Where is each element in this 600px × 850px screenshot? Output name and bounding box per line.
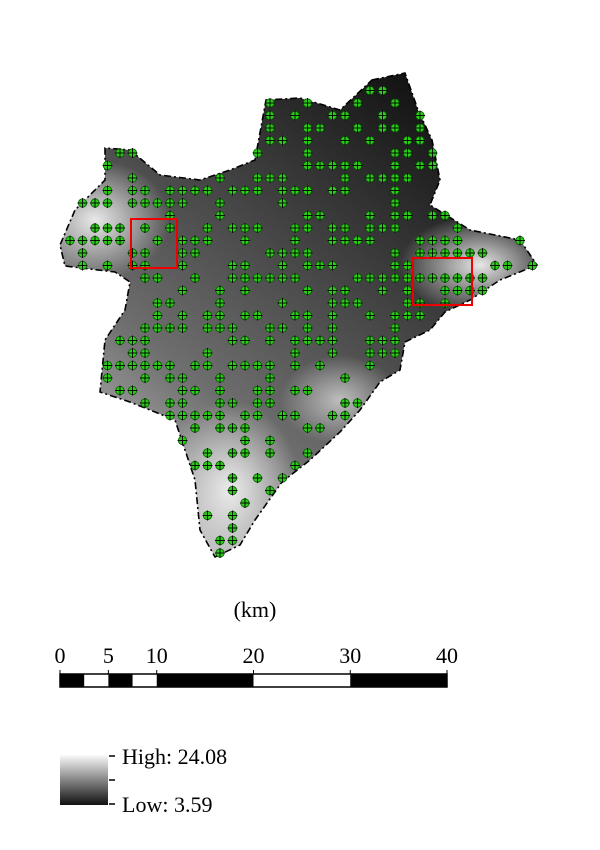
scale-label: 0 [55, 643, 66, 668]
unit-label: (km) [234, 597, 277, 622]
legend-low: Low: 3.59 [122, 792, 212, 817]
scale-label: 5 [103, 643, 114, 668]
scale-segment [350, 674, 447, 687]
scale-segment [60, 674, 85, 687]
boundary [59, 72, 539, 559]
scale-label: 30 [339, 643, 361, 668]
scale-label: 10 [146, 643, 168, 668]
sample-points [65, 85, 538, 558]
highlight-box [130, 218, 178, 269]
scale-segment [156, 674, 254, 687]
scale-label: 40 [436, 643, 458, 668]
legend-ramp [60, 755, 108, 805]
scale-bar: 0 5 10 20 30 40 [55, 643, 458, 688]
raster [60, 73, 537, 557]
scale-label: 20 [243, 643, 265, 668]
scale-segment [108, 674, 133, 687]
legend-high: High: 24.08 [122, 744, 227, 769]
highlight-box [412, 257, 473, 306]
